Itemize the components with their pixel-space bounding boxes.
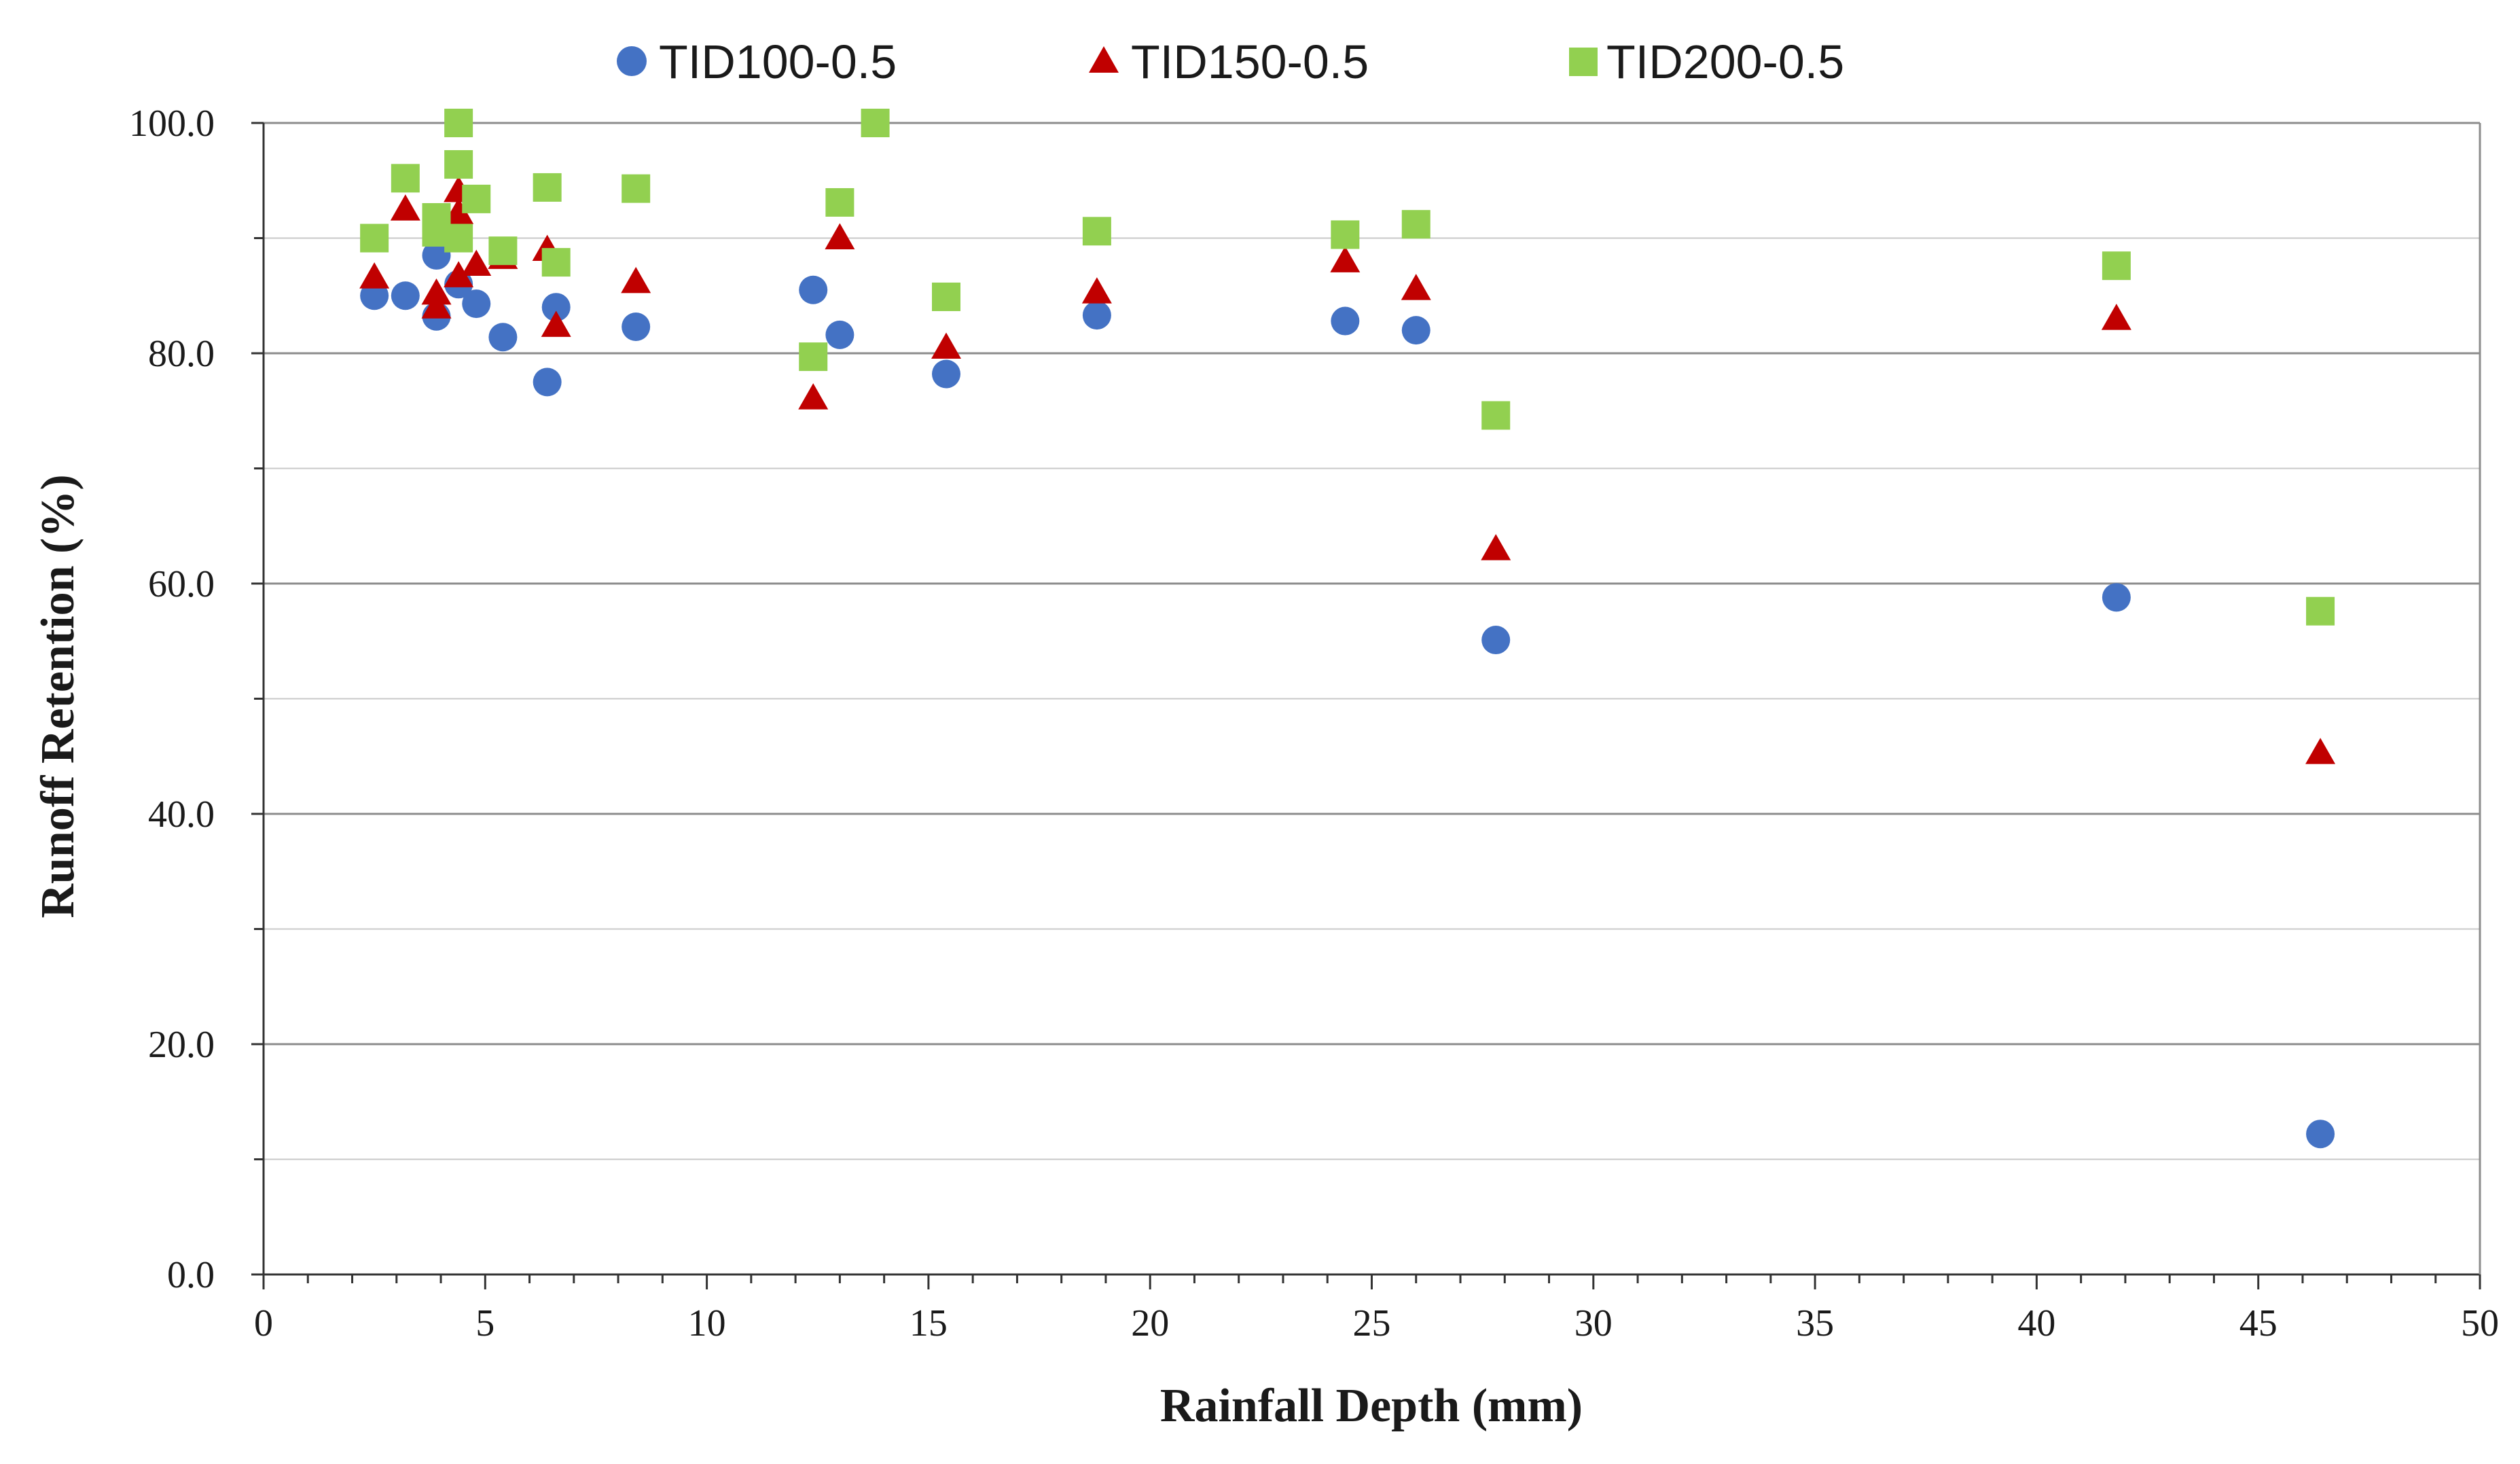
data-point-tid100-0-5 (1481, 626, 1511, 655)
data-point-tid200-0-5 (541, 248, 571, 277)
data-point-tid150-0-5 (461, 249, 492, 276)
data-point-tid100-0-5 (2306, 1120, 2335, 1149)
data-point-tid100-0-5 (1401, 316, 1430, 345)
data-point-tid200-0-5 (533, 173, 562, 202)
data-point-tid150-0-5 (798, 383, 829, 410)
x-tick-label: 25 (1353, 1302, 1391, 1344)
x-tick-label: 35 (1796, 1302, 1834, 1344)
x-tick-label: 20 (1131, 1302, 1169, 1344)
data-point-tid100-0-5 (462, 289, 491, 319)
data-point-tid100-0-5 (2102, 583, 2131, 612)
y-tick-label: 20.0 (148, 1024, 215, 1066)
x-tick-label: 40 (2017, 1302, 2055, 1344)
data-point-tid100-0-5 (541, 293, 571, 322)
data-point-tid150-0-5 (421, 278, 452, 305)
data-point-tid200-0-5 (799, 342, 828, 372)
legend-marker-tid100 (617, 46, 647, 76)
data-point-tid200-0-5 (488, 236, 518, 266)
data-point-tid100-0-5 (622, 313, 651, 342)
data-points (359, 109, 2336, 1149)
legend-marker-tid150 (1089, 46, 1119, 73)
data-point-tid100-0-5 (422, 240, 451, 270)
legend: TID100-0.5 TID150-0.5 TID200-0.5 (617, 35, 1844, 88)
data-point-tid150-0-5 (931, 332, 962, 359)
x-tick-label: 15 (910, 1302, 948, 1344)
y-tick-label: 100.0 (129, 103, 215, 145)
data-point-tid200-0-5 (1331, 220, 1360, 249)
x-axis-ticks: 0 5 10 15 20 25 30 35 40 45 50 (254, 1274, 2499, 1344)
y-tick-label: 0.0 (167, 1254, 215, 1296)
data-point-tid200-0-5 (825, 188, 854, 217)
data-point-tid150-0-5 (2305, 738, 2336, 764)
legend-marker-tid200 (1569, 48, 1598, 76)
data-point-tid100-0-5 (488, 323, 518, 352)
data-point-tid200-0-5 (1481, 401, 1511, 430)
data-point-tid200-0-5 (2306, 596, 2335, 626)
data-point-tid150-0-5 (825, 223, 855, 249)
data-point-tid100-0-5 (360, 281, 389, 310)
gridlines (264, 122, 2480, 1160)
y-tick-label: 60.0 (148, 563, 215, 605)
data-point-tid100-0-5 (932, 359, 961, 389)
data-point-tid150-0-5 (541, 310, 571, 337)
data-point-tid100-0-5 (1082, 301, 1111, 330)
data-point-tid150-0-5 (390, 194, 420, 221)
y-axis-ticks: 0.0 20.0 40.0 60.0 80.0 100.0 (129, 103, 264, 1296)
data-point-tid150-0-5 (1481, 534, 1511, 560)
y-axis-title: Runoff Retention (%) (32, 474, 84, 918)
data-point-tid200-0-5 (1401, 210, 1430, 239)
data-point-tid100-0-5 (533, 368, 562, 397)
data-point-tid200-0-5 (391, 164, 420, 193)
data-point-tid150-0-5 (444, 198, 474, 224)
legend-label-tid150: TID150-0.5 (1131, 35, 1369, 88)
x-tick-label: 50 (2461, 1302, 2499, 1344)
data-point-tid200-0-5 (861, 109, 890, 137)
data-point-tid150-0-5 (359, 262, 390, 289)
data-point-tid200-0-5 (462, 184, 491, 213)
data-point-tid100-0-5 (391, 281, 420, 310)
x-tick-label: 30 (1574, 1302, 1613, 1344)
data-point-tid200-0-5 (444, 224, 473, 253)
data-point-tid200-0-5 (932, 282, 961, 311)
data-point-tid200-0-5 (360, 224, 389, 253)
x-tick-label: 10 (688, 1302, 726, 1344)
data-point-tid100-0-5 (799, 275, 828, 304)
data-point-tid150-0-5 (1081, 277, 1112, 304)
data-point-tid150-0-5 (1330, 246, 1361, 272)
y-tick-label: 40.0 (148, 793, 215, 836)
data-point-tid150-0-5 (2101, 304, 2131, 330)
legend-label-tid200: TID200-0.5 (1606, 35, 1844, 88)
data-point-tid200-0-5 (444, 109, 473, 137)
data-point-tid200-0-5 (2102, 251, 2131, 281)
data-point-tid100-0-5 (1331, 306, 1360, 336)
data-point-tid200-0-5 (1082, 217, 1111, 246)
data-point-tid100-0-5 (825, 320, 854, 349)
y-tick-label: 80.0 (148, 333, 215, 375)
data-point-tid150-0-5 (621, 266, 651, 293)
x-tick-label: 5 (475, 1302, 494, 1344)
data-point-tid200-0-5 (444, 150, 473, 179)
x-tick-label: 45 (2239, 1302, 2278, 1344)
data-point-tid150-0-5 (1401, 274, 1431, 300)
data-point-tid150-0-5 (444, 261, 474, 287)
data-point-tid200-0-5 (622, 174, 651, 203)
data-point-tid150-0-5 (421, 292, 452, 319)
x-tick-label: 0 (254, 1302, 273, 1344)
x-axis-title: Rainfall Depth (mm) (1160, 1380, 1583, 1432)
legend-label-tid100: TID100-0.5 (659, 35, 897, 88)
